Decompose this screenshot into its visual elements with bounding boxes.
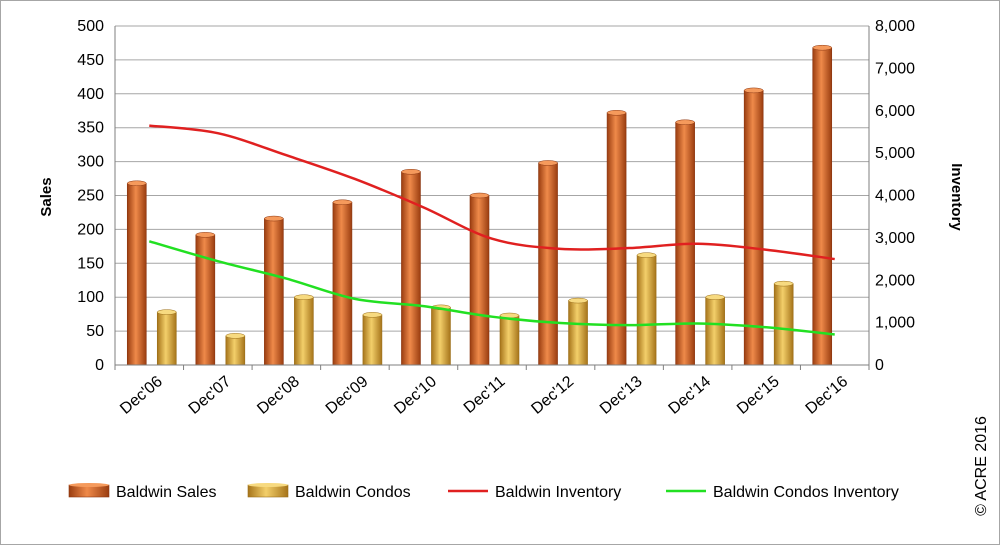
condos-bar bbox=[362, 314, 383, 366]
sales-bar bbox=[332, 201, 353, 366]
sales-bar bbox=[264, 218, 284, 366]
x-tick-label: Dec'12 bbox=[528, 373, 577, 418]
condos-bar-cap bbox=[157, 309, 177, 315]
legend-swatch-cap bbox=[248, 483, 288, 487]
legend-item: Baldwin Condos bbox=[247, 483, 411, 501]
inventory-line bbox=[149, 124, 835, 261]
right-axis-ticks: 0 1,000 2,000 3,000 4,000 5,000 6,000 7,000 8,00… bbox=[875, 18, 915, 374]
x-tick-label: Dec'16 bbox=[803, 373, 852, 418]
y-tick-label: 300 bbox=[77, 154, 104, 171]
y-right-tick-label: 5,000 bbox=[875, 145, 915, 162]
sales-bar-cap bbox=[469, 192, 490, 199]
condos-bar bbox=[636, 254, 657, 366]
legend-item: Baldwin Condos Inventory bbox=[666, 484, 899, 501]
x-tick-label: Dec'10 bbox=[391, 373, 440, 418]
gridlines bbox=[115, 25, 869, 366]
y-axis-title: Sales bbox=[38, 177, 55, 216]
x-tick-label: Dec'07 bbox=[186, 373, 235, 418]
sales-bar-cap bbox=[812, 44, 832, 51]
x-axis-ticks: Dec'06 Dec'07 Dec'08 Dec'09 Dec'10 Dec'11 Dec'… bbox=[117, 373, 851, 418]
sales-bar-cap bbox=[743, 87, 764, 94]
condos-bar bbox=[499, 315, 520, 366]
line-series bbox=[148, 124, 835, 336]
legend-label: Baldwin Condos bbox=[295, 484, 411, 501]
sales-bar bbox=[126, 182, 147, 366]
sales-bar bbox=[743, 90, 764, 366]
y-right-tick-label: 6,000 bbox=[875, 103, 915, 120]
sales-bar-cap bbox=[332, 199, 353, 206]
y-tick-label: 350 bbox=[77, 120, 104, 137]
condos-bar-cap bbox=[705, 294, 725, 300]
x-tick-label: Dec'14 bbox=[666, 373, 715, 418]
sales-bar bbox=[195, 234, 216, 366]
x-tick-label: Dec'06 bbox=[117, 373, 166, 418]
x-tick-label: Dec'13 bbox=[597, 373, 646, 418]
y-tick-label: 500 bbox=[77, 18, 104, 35]
legend-label: Baldwin Sales bbox=[116, 484, 217, 501]
condos-bar bbox=[705, 296, 725, 366]
legend: Baldwin Sales Baldwin Condos Baldwin Inven… bbox=[68, 483, 899, 501]
condos-bar-cap bbox=[225, 333, 246, 339]
x-tick-label: Dec'11 bbox=[461, 373, 509, 417]
condos-inventory-line bbox=[148, 240, 835, 336]
sales-bar-cap bbox=[127, 180, 147, 187]
condos-bar-cap bbox=[773, 280, 794, 287]
y-right-tick-label: 3,000 bbox=[875, 230, 915, 247]
x-tick-label: Dec'15 bbox=[734, 373, 783, 418]
sales-bar-cap bbox=[675, 119, 695, 126]
condos-bar-cap bbox=[568, 297, 588, 304]
sales-bar bbox=[812, 47, 833, 366]
y-right-tick-label: 7,000 bbox=[875, 60, 915, 77]
sales-bar-cap bbox=[264, 215, 284, 222]
y-tick-label: 0 bbox=[95, 357, 104, 374]
y-right-tick-label: 1,000 bbox=[875, 315, 915, 332]
y-right-tick-label: 0 bbox=[875, 357, 884, 374]
y-right-tick-label: 8,000 bbox=[875, 18, 915, 35]
y-tick-label: 450 bbox=[77, 52, 104, 69]
y-tick-label: 100 bbox=[77, 289, 104, 306]
y-tick-label: 400 bbox=[77, 86, 104, 103]
condos-bar bbox=[773, 283, 794, 366]
condos-bar bbox=[431, 307, 451, 366]
left-axis-ticks: 0 50 100 150 200 250 300 350 400 450 500 bbox=[77, 18, 104, 374]
y-axis-right-title: Inventory bbox=[948, 163, 965, 231]
legend-label: Baldwin Inventory bbox=[495, 484, 621, 501]
legend-label: Baldwin Condos Inventory bbox=[713, 484, 899, 501]
condos-bar bbox=[294, 296, 314, 366]
sales-bar bbox=[606, 112, 627, 366]
y-tick-label: 250 bbox=[77, 188, 104, 205]
sales-bar bbox=[538, 162, 558, 366]
x-tick-label: Dec'08 bbox=[254, 373, 303, 418]
sales-bar-cap bbox=[195, 232, 216, 238]
y-tick-label: 200 bbox=[77, 221, 104, 238]
sales-bar-cap bbox=[606, 110, 627, 116]
condos-bar-cap bbox=[636, 252, 657, 258]
x-tick-label: Dec'09 bbox=[323, 373, 372, 418]
condos-bar bbox=[568, 300, 588, 366]
condos-bar-cap bbox=[362, 312, 383, 318]
condos-bar bbox=[156, 311, 177, 366]
y-tick-label: 50 bbox=[86, 323, 104, 340]
legend-item: Baldwin Sales bbox=[68, 483, 217, 501]
bar-marks bbox=[126, 44, 833, 366]
legend-swatch-cap bbox=[69, 483, 109, 487]
sales-bar-cap bbox=[401, 169, 421, 175]
sales-bar bbox=[469, 195, 490, 366]
axes bbox=[114, 26, 870, 370]
legend-item: Baldwin Inventory bbox=[448, 484, 621, 501]
condos-bar-cap bbox=[294, 294, 314, 300]
y-right-tick-label: 4,000 bbox=[875, 188, 915, 205]
copyright-text: © ACRE 2016 bbox=[973, 416, 990, 516]
condos-bar bbox=[225, 335, 246, 366]
y-right-tick-label: 2,000 bbox=[875, 272, 915, 289]
sales-bar-cap bbox=[538, 160, 558, 166]
y-tick-label: 150 bbox=[77, 255, 104, 272]
